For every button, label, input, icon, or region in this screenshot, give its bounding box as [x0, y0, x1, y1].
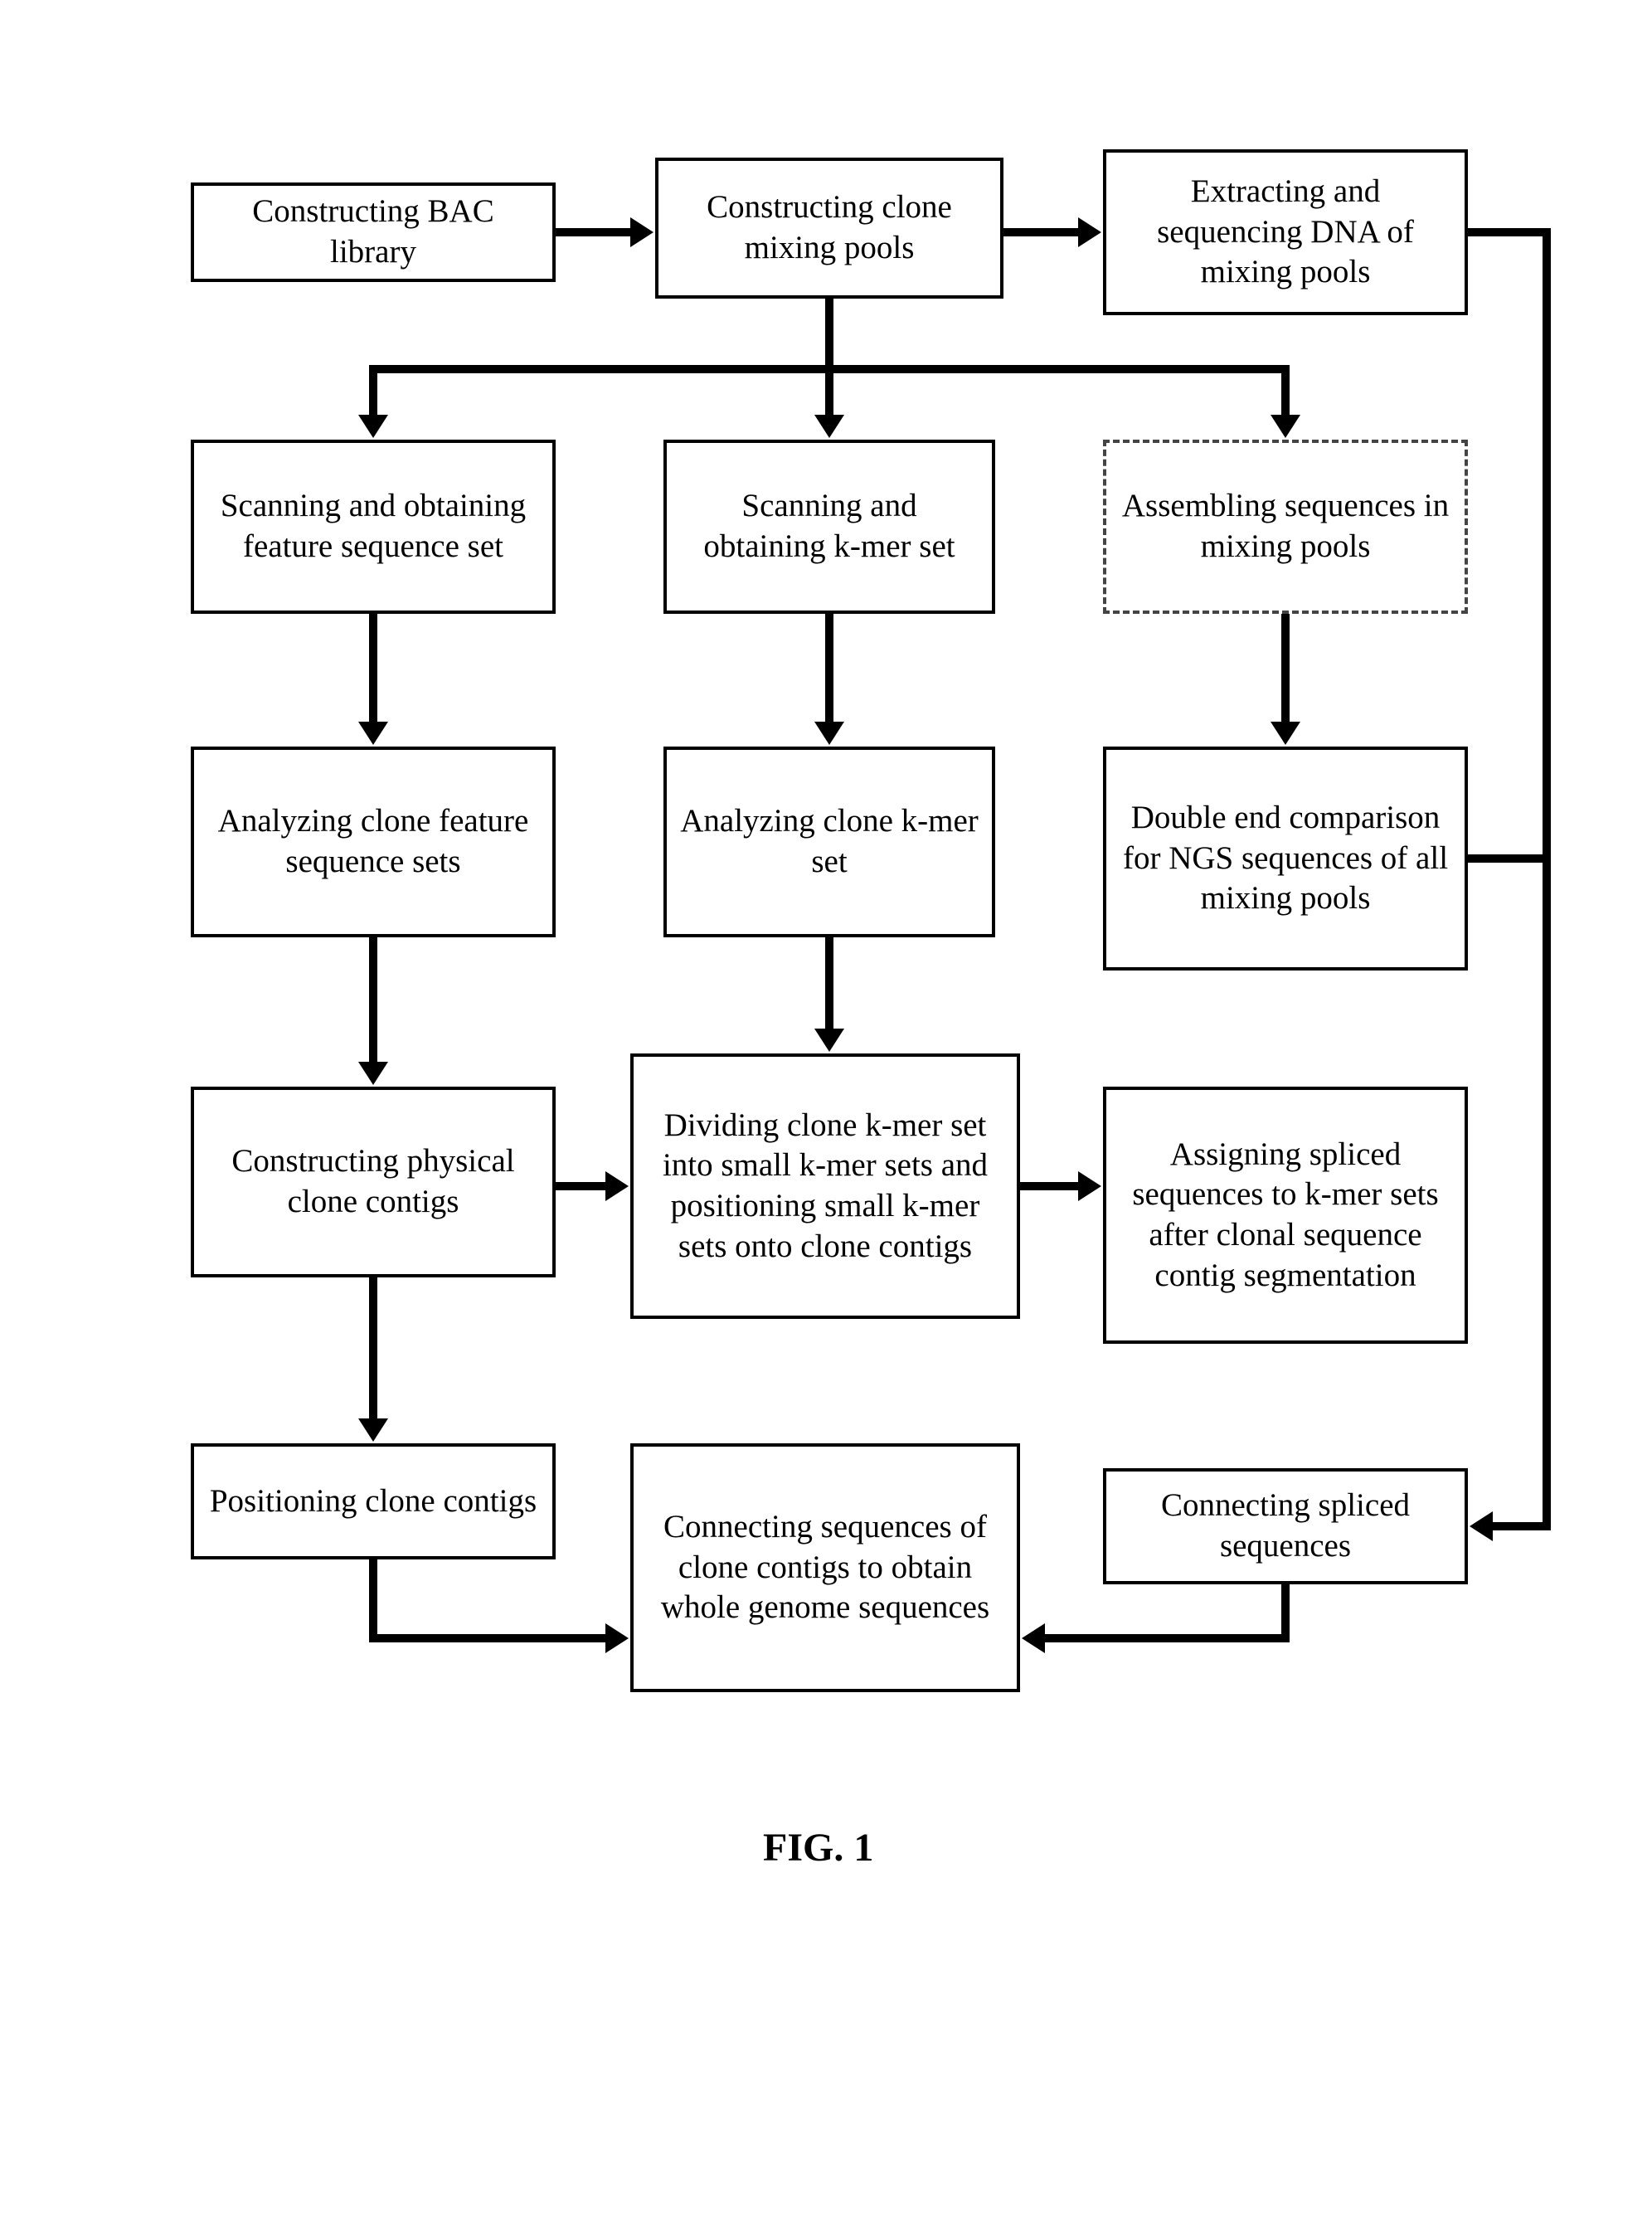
arrow-d1-e1: [369, 1277, 377, 1420]
box-double-end-comparison: Double end comparison for NGS sequences …: [1103, 747, 1468, 971]
box-analyze-feature-seq: Analyzing clone feature sequence sets: [191, 747, 556, 937]
e3-left: [1043, 1634, 1290, 1642]
outer-right-vert2: [1543, 850, 1551, 1526]
arrow-b3-c3: [1281, 614, 1290, 723]
arrow-c2-d2-head: [814, 1029, 844, 1052]
box-assemble-sequences: Assembling sequences in mixing pools: [1103, 440, 1468, 614]
arrow-d2-d3: [1020, 1182, 1080, 1190]
arrow-d1-e1-head: [358, 1418, 388, 1442]
e1-down: [369, 1559, 377, 1642]
arrow-a2-a3-head: [1078, 217, 1101, 247]
arrow-c1-d1: [369, 937, 377, 1063]
arrow-a1-a2: [556, 228, 632, 236]
arrow-b3-c3-head: [1271, 722, 1300, 745]
bus-drop-b3-head: [1271, 415, 1300, 438]
arrow-d1-d2: [556, 1182, 607, 1190]
e1-right: [369, 1634, 607, 1642]
outer-right-vert1: [1543, 228, 1551, 859]
bus-drop-b3: [1281, 365, 1290, 416]
e1-e2-head: [605, 1623, 629, 1653]
arrow-d1-d2-head: [605, 1171, 629, 1201]
box-assign-spliced-seqs: Assigning spliced sequences to k-mer set…: [1103, 1087, 1468, 1344]
box-construct-phys-contigs: Constructing physical clone contigs: [191, 1087, 556, 1277]
arrow-a2-a3: [1003, 228, 1080, 236]
arrow-b2-c2-head: [814, 722, 844, 745]
bus-drop-b2-head: [814, 415, 844, 438]
outer-right-top: [1468, 228, 1551, 236]
box-divide-kmer-sets: Dividing clone k-mer set into small k-me…: [630, 1053, 1020, 1319]
outer-right-into-e3-head: [1470, 1511, 1493, 1541]
arrow-c2-d2: [825, 937, 833, 1030]
box-extract-sequence-dna: Extracting and sequencing DNA of mixing …: [1103, 149, 1468, 315]
box-position-clone-contigs: Positioning clone contigs: [191, 1443, 556, 1559]
box-connect-whole-genome: Connecting sequences of clone contigs to…: [630, 1443, 1020, 1692]
arrow-a1-a2-head: [630, 217, 654, 247]
e3-e2-head: [1022, 1623, 1045, 1653]
bus-drop-b2: [825, 365, 833, 416]
box-analyze-clone-kmer: Analyzing clone k-mer set: [663, 747, 995, 937]
box-connect-spliced-seqs: Connecting spliced sequences: [1103, 1468, 1468, 1584]
figure-label: FIG. 1: [763, 1825, 873, 1871]
arrow-b1-c1: [369, 614, 377, 723]
box-scan-feature-seq-set: Scanning and obtaining feature sequence …: [191, 440, 556, 614]
bus-stem: [825, 299, 833, 373]
box-construct-bac-library: Constructing BAC library: [191, 182, 556, 282]
outer-right-into-e3: [1491, 1522, 1551, 1530]
box-scan-kmer-set: Scanning and obtaining k-mer set: [663, 440, 995, 614]
arrow-b1-c1-head: [358, 722, 388, 745]
bus-drop-b1: [369, 365, 377, 416]
outer-right-into-c3: [1468, 854, 1551, 863]
arrow-d2-d3-head: [1078, 1171, 1101, 1201]
bus-drop-b1-head: [358, 415, 388, 438]
box-construct-clone-pools: Constructing clone mixing pools: [655, 158, 1003, 299]
arrow-b2-c2: [825, 614, 833, 723]
arrow-c1-d1-head: [358, 1062, 388, 1085]
